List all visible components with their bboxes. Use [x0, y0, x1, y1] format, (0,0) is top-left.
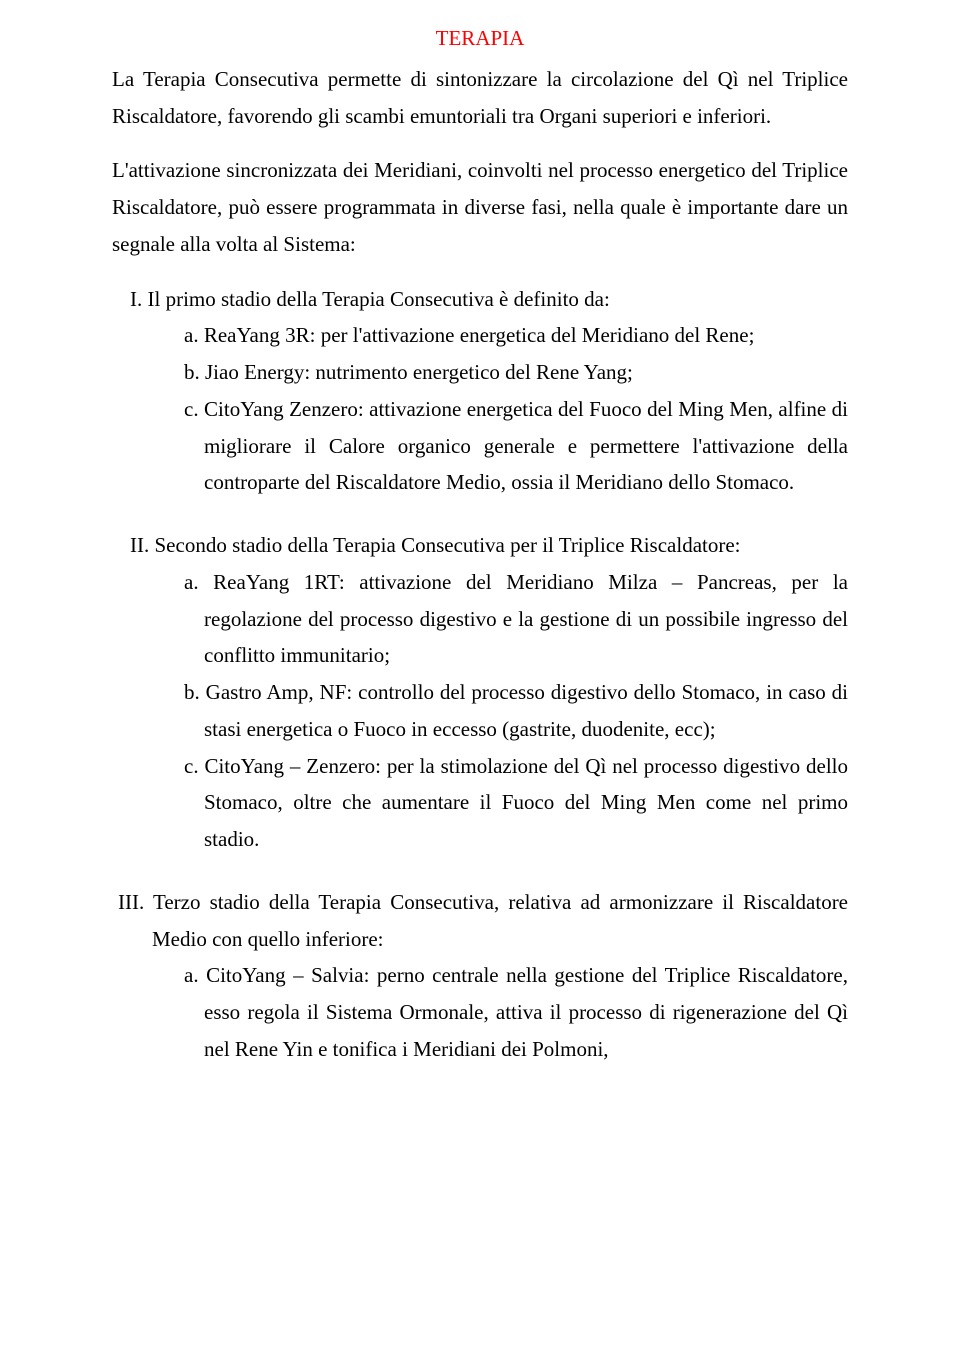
alpha-letter: b. [184, 680, 200, 704]
stage-list: I. Il primo stadio della Terapia Consecu… [112, 281, 848, 1068]
stage-sublist: a. ReaYang 3R: per l'attivazione energet… [112, 317, 848, 501]
page-title: TERAPIA [112, 20, 848, 57]
alpha-text: Gastro Amp, NF: controllo del processo d… [204, 680, 848, 741]
intro-paragraph-2: L'attivazione sincronizzata dei Meridian… [112, 152, 848, 262]
stage-subitem: b. Gastro Amp, NF: controllo del process… [204, 674, 848, 748]
stage-item-3: III. Terzo stadio della Terapia Consecut… [112, 884, 848, 1068]
alpha-letter: a. [184, 323, 199, 347]
intro-paragraph-1: La Terapia Consecutiva permette di sinto… [112, 61, 848, 135]
stage-heading-text: Terzo stadio della Terapia Consecutiva, … [152, 890, 848, 951]
stage-heading-3: III. Terzo stadio della Terapia Consecut… [112, 884, 848, 958]
alpha-text: CitoYang – Zenzero: per la stimolazione … [204, 754, 848, 852]
document-page: TERAPIA La Terapia Consecutiva permette … [0, 0, 960, 1372]
roman-numeral: I. [130, 287, 142, 311]
alpha-letter: b. [184, 360, 200, 384]
stage-heading-1: I. Il primo stadio della Terapia Consecu… [112, 281, 848, 318]
alpha-text: ReaYang 3R: per l'attivazione energetica… [204, 323, 755, 347]
alpha-letter: a. [184, 963, 199, 987]
stage-subitem: c. CitoYang Zenzero: attivazione energet… [204, 391, 848, 501]
alpha-text: ReaYang 1RT: attivazione del Meridiano M… [204, 570, 848, 668]
alpha-letter: a. [184, 570, 199, 594]
stage-subitem: a. ReaYang 3R: per l'attivazione energet… [204, 317, 848, 354]
stage-subitem: c. CitoYang – Zenzero: per la stimolazio… [204, 748, 848, 858]
alpha-letter: c. [184, 754, 199, 778]
stage-sublist: a. CitoYang – Salvia: perno centrale nel… [112, 957, 848, 1067]
stage-heading-2: II. Secondo stadio della Terapia Consecu… [112, 527, 848, 564]
alpha-text: CitoYang Zenzero: attivazione energetica… [204, 397, 848, 495]
stage-sublist: a. ReaYang 1RT: attivazione del Meridian… [112, 564, 848, 858]
stage-subitem: a. CitoYang – Salvia: perno centrale nel… [204, 957, 848, 1067]
stage-item-1: I. Il primo stadio della Terapia Consecu… [112, 281, 848, 502]
alpha-text: CitoYang – Salvia: perno centrale nella … [204, 963, 848, 1061]
stage-heading-text: Secondo stadio della Terapia Consecutiva… [155, 533, 741, 557]
stage-item-2: II. Secondo stadio della Terapia Consecu… [112, 527, 848, 858]
alpha-letter: c. [184, 397, 199, 421]
stage-subitem: b. Jiao Energy: nutrimento energetico de… [204, 354, 848, 391]
roman-numeral: III. [118, 890, 144, 914]
roman-numeral: II. [130, 533, 149, 557]
alpha-text: Jiao Energy: nutrimento energetico del R… [205, 360, 633, 384]
stage-heading-text: Il primo stadio della Terapia Consecutiv… [148, 287, 610, 311]
stage-subitem: a. ReaYang 1RT: attivazione del Meridian… [204, 564, 848, 674]
